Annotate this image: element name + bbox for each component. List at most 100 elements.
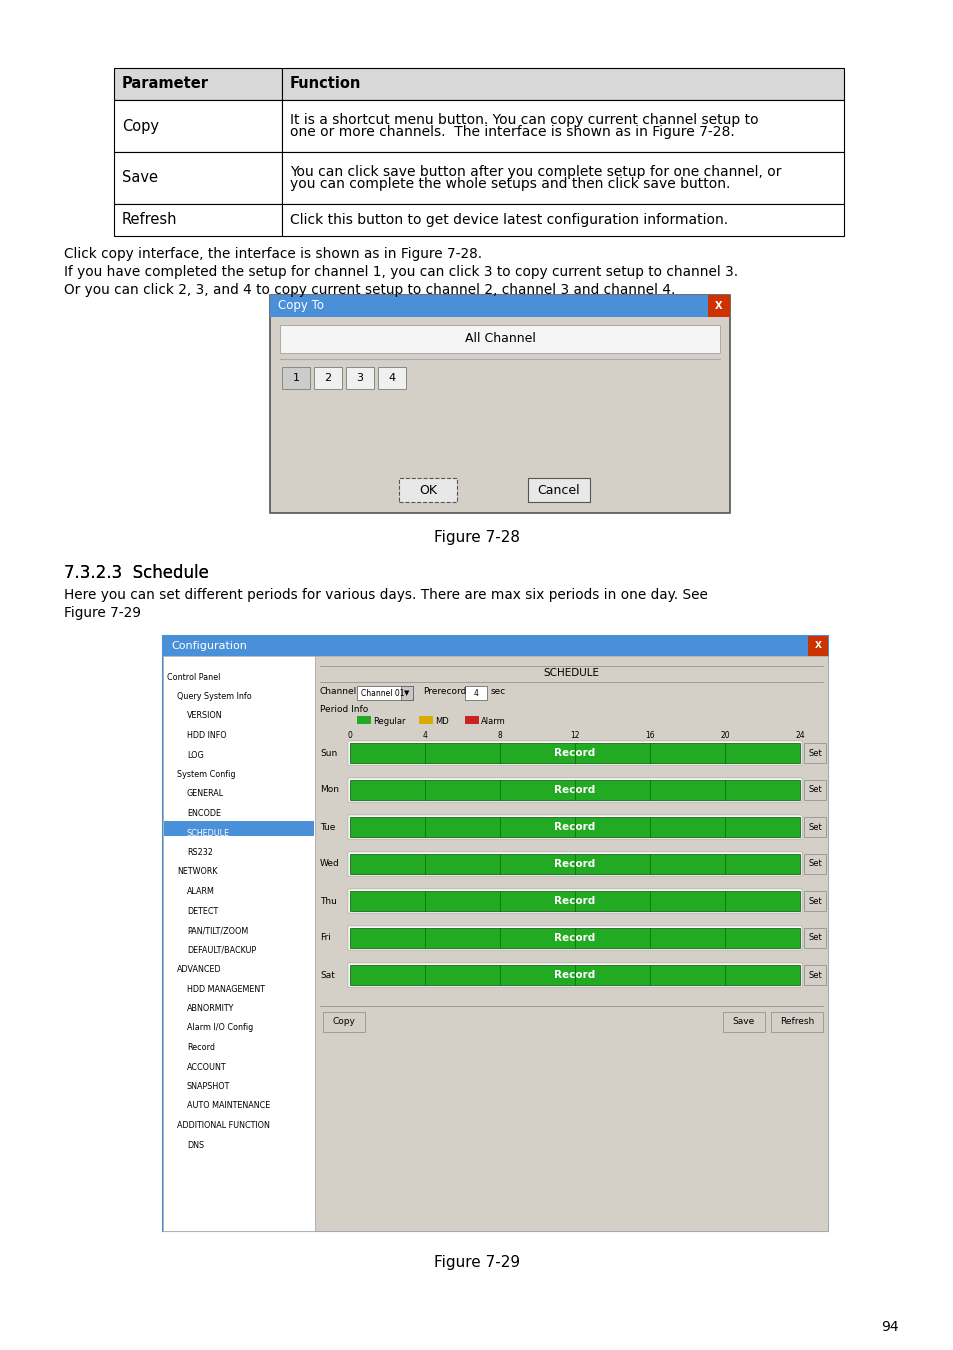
- Bar: [164, 821, 314, 836]
- Bar: [770, 1012, 822, 1031]
- Bar: [163, 636, 827, 656]
- Text: ▼: ▼: [404, 690, 409, 697]
- Text: Refresh: Refresh: [122, 212, 177, 228]
- Text: Refresh: Refresh: [779, 1018, 813, 1026]
- Bar: [348, 741, 801, 765]
- Bar: [803, 780, 825, 801]
- Text: 20: 20: [720, 732, 729, 741]
- Text: sec: sec: [491, 687, 506, 697]
- Bar: [282, 100, 843, 153]
- Bar: [400, 686, 413, 701]
- Text: HDD MANAGEMENT: HDD MANAGEMENT: [187, 984, 265, 994]
- Text: Figure 7-29: Figure 7-29: [64, 606, 141, 620]
- Text: Here you can set different periods for various days. There are max six periods i: Here you can set different periods for v…: [64, 589, 707, 602]
- Text: Cancel: Cancel: [537, 483, 579, 497]
- Bar: [350, 855, 800, 873]
- Text: Record: Record: [554, 748, 595, 757]
- Text: 4: 4: [473, 688, 478, 698]
- Bar: [282, 68, 843, 100]
- Text: you can complete the whole setups and then click save button.: you can complete the whole setups and th…: [290, 177, 730, 192]
- Text: DEFAULT/BACKUP: DEFAULT/BACKUP: [187, 945, 256, 954]
- Bar: [163, 656, 314, 1231]
- Bar: [314, 656, 827, 1231]
- Text: Set: Set: [807, 933, 821, 942]
- Text: Copy To: Copy To: [277, 300, 324, 312]
- Text: Mon: Mon: [319, 786, 338, 795]
- Bar: [722, 1012, 764, 1031]
- Text: All Channel: All Channel: [464, 332, 535, 346]
- Text: 4: 4: [388, 373, 395, 383]
- Bar: [113, 68, 282, 100]
- Text: Record: Record: [554, 859, 595, 869]
- Text: DETECT: DETECT: [187, 906, 218, 915]
- Text: Or you can click 2, 3, and 4 to copy current setup to channel 2, channel 3 and c: Or you can click 2, 3, and 4 to copy cur…: [64, 284, 675, 297]
- Bar: [163, 636, 827, 1231]
- Bar: [113, 100, 282, 153]
- Text: LOG: LOG: [187, 751, 204, 760]
- Bar: [377, 367, 406, 389]
- Bar: [356, 686, 413, 701]
- Text: Save: Save: [122, 170, 158, 185]
- Bar: [356, 716, 371, 724]
- Text: 16: 16: [644, 732, 654, 741]
- Text: 7.3.2.3  Schedule: 7.3.2.3 Schedule: [64, 564, 209, 582]
- Text: Sun: Sun: [319, 748, 337, 757]
- Bar: [527, 478, 589, 502]
- Text: Configuration: Configuration: [171, 641, 247, 651]
- Text: Alarm I/O Config: Alarm I/O Config: [187, 1023, 253, 1033]
- Bar: [282, 153, 843, 204]
- Text: Record: Record: [187, 1044, 214, 1052]
- Text: Fri: Fri: [319, 933, 331, 942]
- Text: Set: Set: [807, 786, 821, 795]
- Bar: [323, 1012, 365, 1031]
- Text: RS232: RS232: [187, 848, 213, 857]
- Text: Set: Set: [807, 896, 821, 906]
- Text: AUTO MAINTENANCE: AUTO MAINTENANCE: [187, 1102, 270, 1111]
- Text: Channel 01: Channel 01: [360, 688, 404, 698]
- Bar: [350, 891, 800, 911]
- Text: X: X: [814, 641, 821, 651]
- Text: Copy: Copy: [122, 119, 159, 134]
- Text: PAN/TILT/ZOOM: PAN/TILT/ZOOM: [187, 926, 248, 936]
- Bar: [803, 855, 825, 873]
- Bar: [803, 891, 825, 911]
- Bar: [280, 325, 720, 352]
- Text: ADDITIONAL FUNCTION: ADDITIONAL FUNCTION: [177, 1120, 270, 1130]
- Bar: [398, 478, 456, 502]
- Text: Parameter: Parameter: [122, 77, 209, 92]
- Bar: [348, 778, 801, 802]
- Text: ENCODE: ENCODE: [187, 809, 221, 818]
- Text: Wed: Wed: [319, 860, 339, 868]
- Text: It is a shortcut menu button. You can copy current channel setup to: It is a shortcut menu button. You can co…: [290, 113, 758, 127]
- Text: Period Info: Period Info: [319, 706, 368, 714]
- Text: one or more channels.  The interface is shown as in Figure 7-28.: one or more channels. The interface is s…: [290, 126, 734, 139]
- Bar: [350, 965, 800, 986]
- Text: Record: Record: [554, 933, 595, 944]
- Text: HDD INFO: HDD INFO: [187, 730, 227, 740]
- Text: OK: OK: [418, 483, 436, 497]
- Text: 8: 8: [497, 732, 502, 741]
- Text: 94: 94: [881, 1320, 898, 1334]
- Text: MD: MD: [435, 717, 448, 726]
- Bar: [270, 296, 729, 317]
- Bar: [807, 636, 827, 656]
- Text: SCHEDULE: SCHEDULE: [543, 668, 598, 678]
- Text: Thu: Thu: [319, 896, 336, 906]
- Text: Figure 7-29: Figure 7-29: [434, 1256, 519, 1270]
- Bar: [464, 716, 478, 724]
- Text: Click this button to get device latest configuration information.: Click this button to get device latest c…: [290, 213, 727, 227]
- Text: 1: 1: [293, 373, 299, 383]
- Bar: [418, 716, 433, 724]
- Bar: [348, 852, 801, 876]
- Text: Copy: Copy: [333, 1018, 355, 1026]
- Bar: [803, 965, 825, 986]
- Bar: [803, 927, 825, 948]
- Text: Set: Set: [807, 860, 821, 868]
- Text: Sat: Sat: [319, 971, 335, 980]
- Bar: [282, 367, 310, 389]
- Text: Query System Info: Query System Info: [177, 693, 252, 701]
- Text: GENERAL: GENERAL: [187, 790, 224, 798]
- Text: 2: 2: [324, 373, 332, 383]
- Text: SCHEDULE: SCHEDULE: [187, 829, 230, 837]
- Bar: [350, 817, 800, 837]
